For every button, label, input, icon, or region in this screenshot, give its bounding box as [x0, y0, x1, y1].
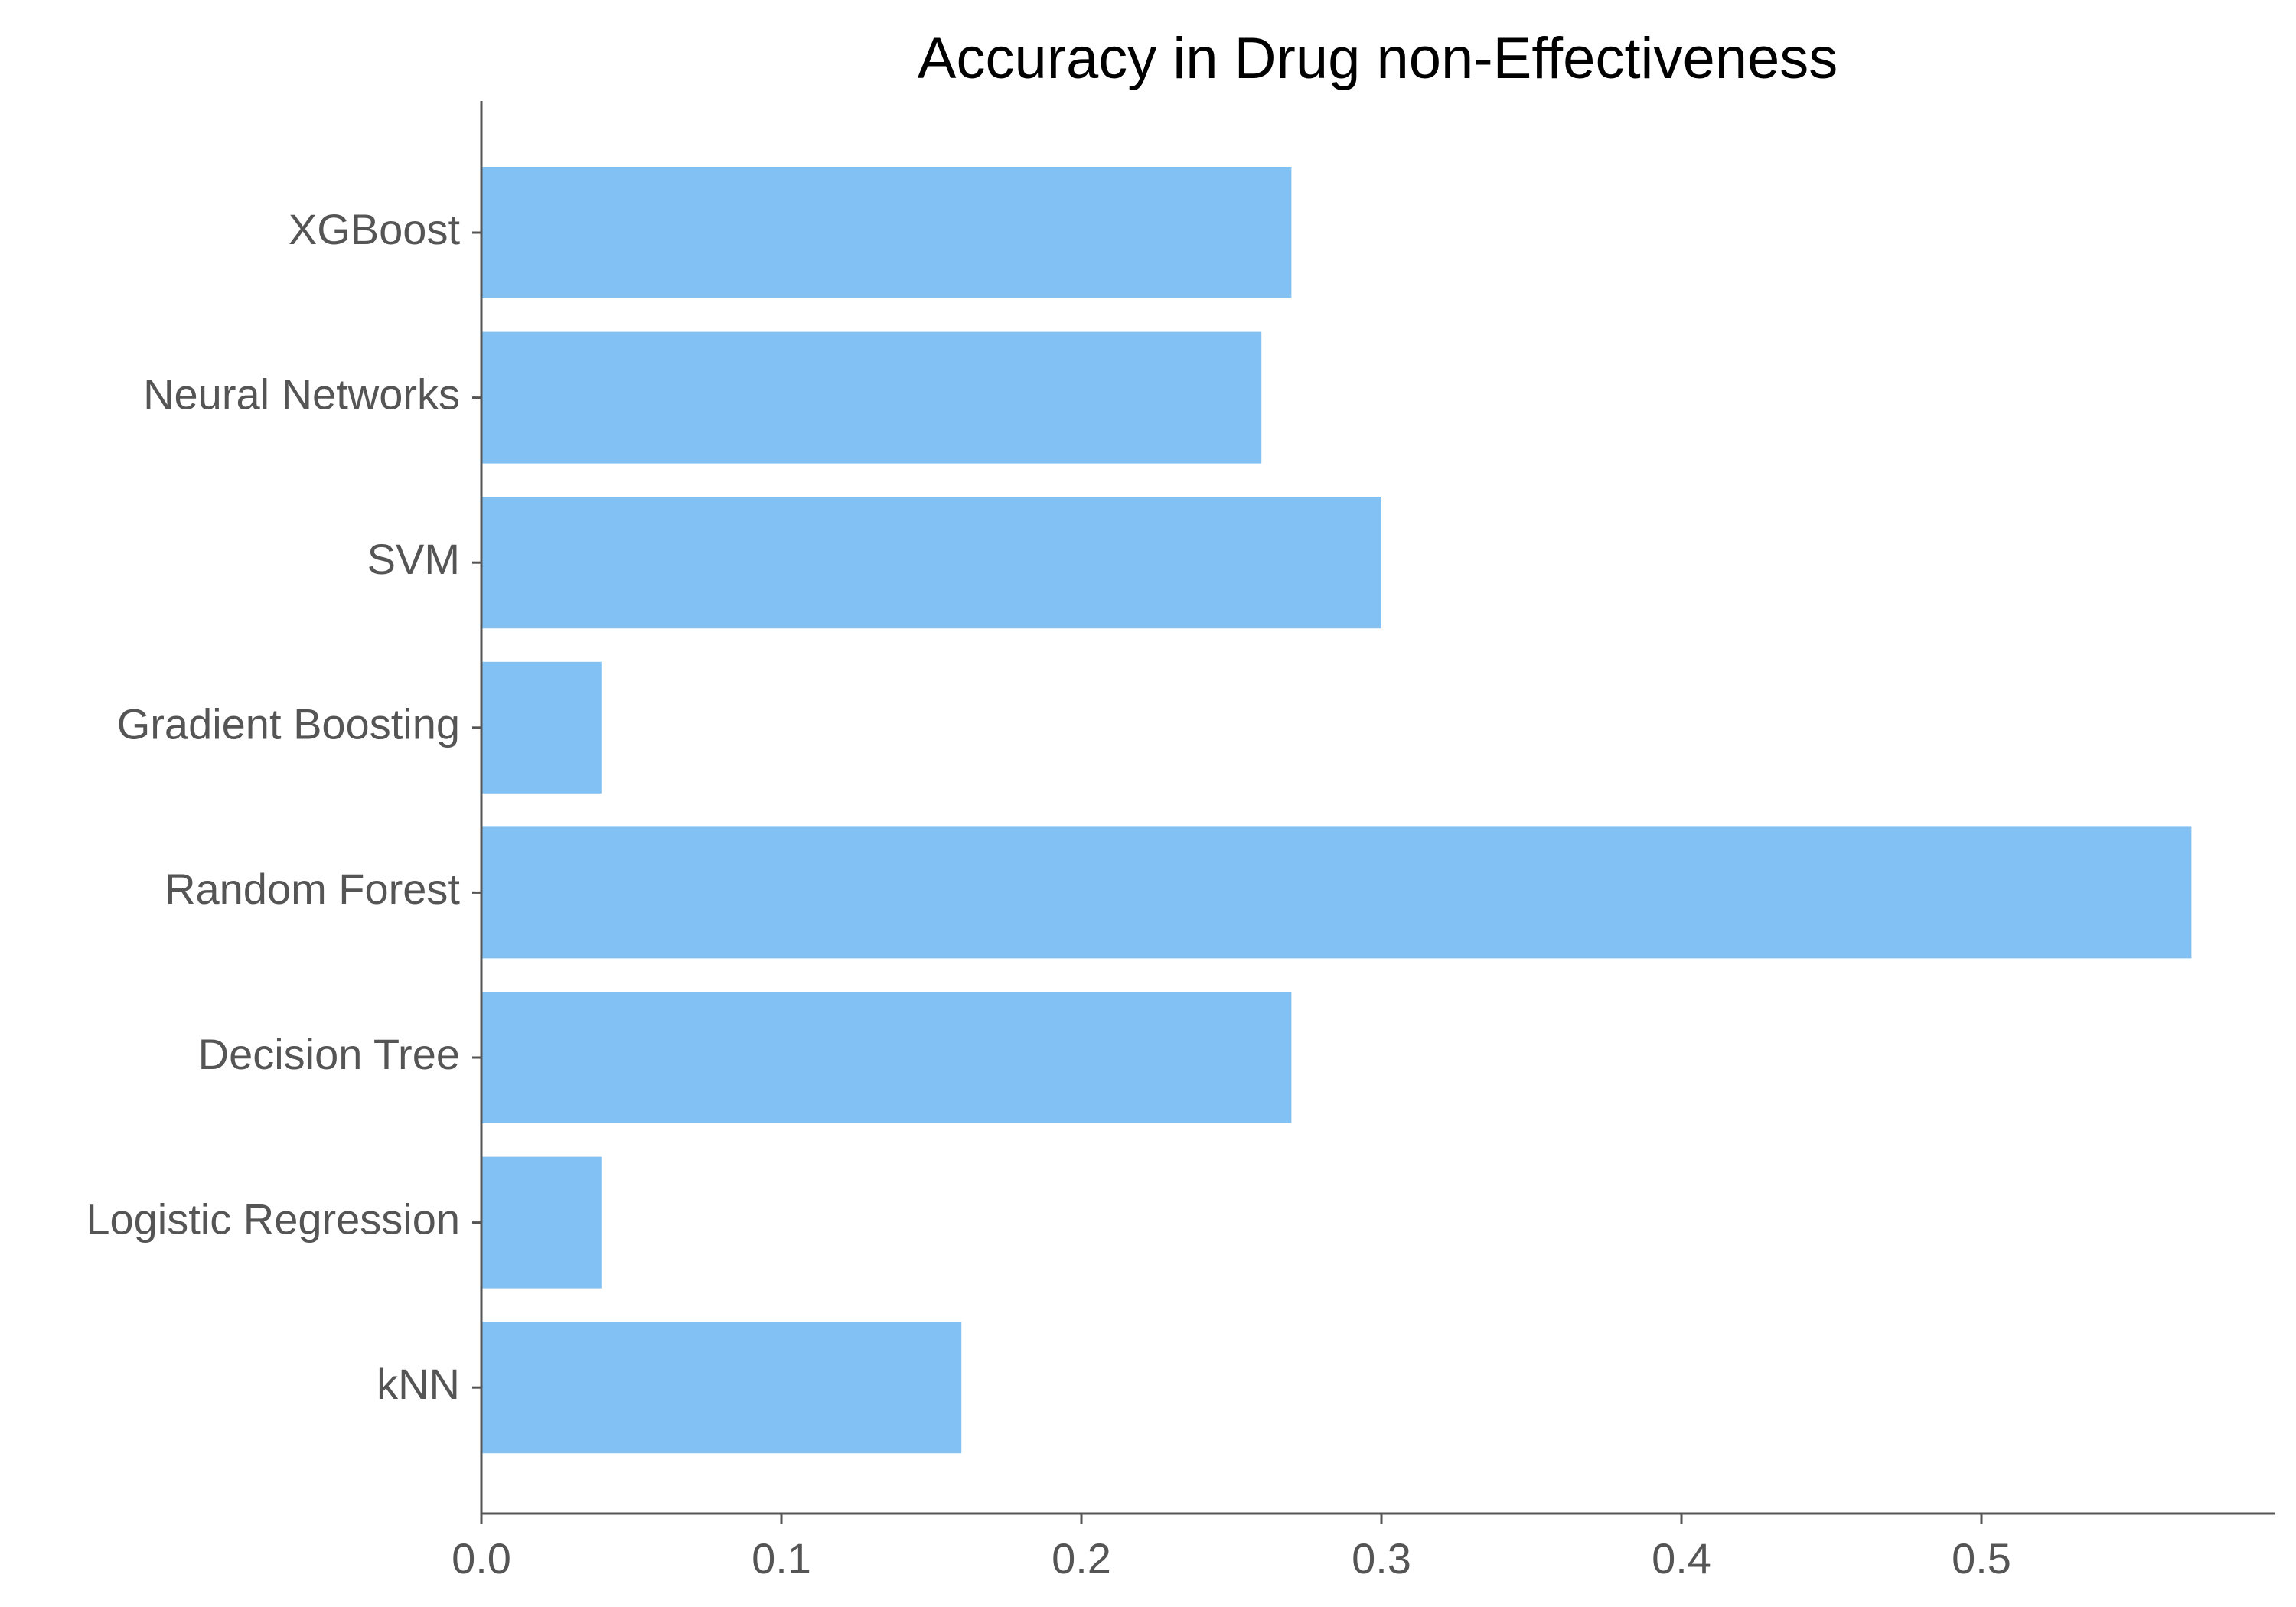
bar-knn — [481, 1322, 962, 1454]
bars-group — [481, 167, 2192, 1454]
x-tick-label: 0.3 — [1352, 1534, 1411, 1583]
y-tick-label: Neural Networks — [143, 370, 460, 418]
bar-decision-tree — [481, 992, 1292, 1123]
bar-svm — [481, 497, 1381, 629]
y-tick-label: Random Forest — [165, 865, 460, 913]
bar-random-forest — [481, 826, 2192, 959]
bar-neural-networks — [481, 331, 1262, 464]
x-tick-label: 0.2 — [1052, 1534, 1111, 1583]
x-tick-label: 0.5 — [1952, 1534, 2011, 1583]
x-tick-label: 0.0 — [452, 1534, 511, 1583]
y-tick-label: kNN — [377, 1360, 460, 1408]
bar-xgboost — [481, 167, 1292, 298]
x-tick-label: 0.1 — [752, 1534, 811, 1583]
y-tick-label: Decision Tree — [198, 1030, 460, 1078]
bar-logistic-regression — [481, 1156, 602, 1289]
y-tick-label: Gradient Boosting — [117, 700, 460, 748]
y-tick-label: SVM — [367, 535, 460, 583]
x-tick-label: 0.4 — [1652, 1534, 1711, 1583]
bar-gradient-boosting — [481, 661, 602, 794]
y-tick-label: XGBoost — [289, 205, 461, 253]
y-tick-label: Logistic Regression — [86, 1195, 460, 1243]
x-axis-ticks: 0.0 0.1 0.2 0.3 0.4 0.5 — [452, 1514, 2011, 1583]
y-axis-ticks: kNN Logistic Regression Decision Tree Rando… — [86, 205, 481, 1408]
chart-title: Accuracy in Drug non-Effectiveness — [918, 26, 1838, 91]
